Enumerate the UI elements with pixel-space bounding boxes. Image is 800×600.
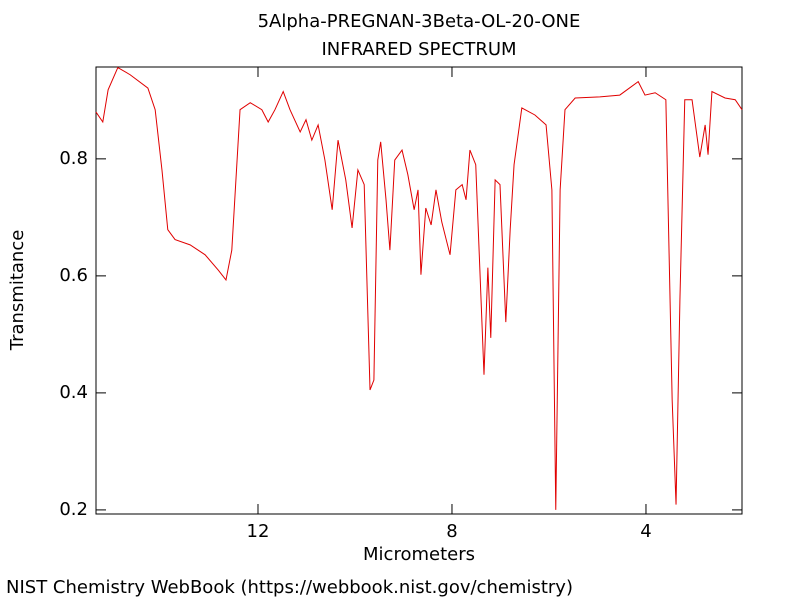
x-tick-label: 12: [247, 521, 270, 542]
chart-title: 5Alpha-PREGNAN-3Beta-OL-20-ONE: [258, 11, 581, 32]
y-tick-label: 0.6: [59, 265, 88, 286]
chart-subtitle: INFRARED SPECTRUM: [321, 39, 516, 60]
y-tick-label: 0.8: [59, 148, 88, 169]
footer: NIST Chemistry WebBook (https://webbook.…: [6, 577, 573, 598]
x-tick-label: 8: [446, 521, 457, 542]
spectrum-line: [95, 66, 743, 510]
x-tick-label: 4: [640, 521, 651, 542]
x-axis-label: Micrometers: [363, 544, 475, 565]
plot-frame: [95, 66, 743, 515]
y-tick-label: 0.4: [59, 382, 88, 403]
y-axis-label: Transmitance: [7, 230, 28, 352]
y-tick-label: 0.2: [59, 499, 88, 520]
